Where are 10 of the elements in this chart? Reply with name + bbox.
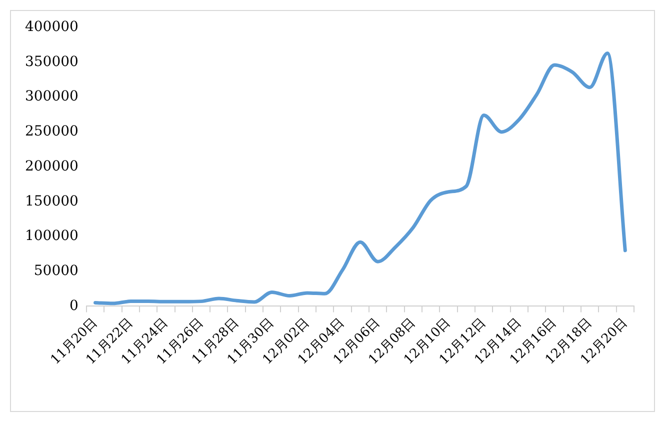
y-tick-label: 350000 <box>24 54 78 70</box>
y-tick-label: 50000 <box>34 262 78 279</box>
y-tick-label: 400000 <box>24 19 78 36</box>
y-tick-label: 150000 <box>24 193 78 210</box>
y-tick-label: 0 <box>70 298 78 314</box>
y-tick-label: 200000 <box>24 158 78 174</box>
y-tick-label: 300000 <box>24 88 78 105</box>
y-tick-label: 100000 <box>24 228 78 244</box>
line-series <box>94 51 627 306</box>
y-tick-label: 250000 <box>24 124 78 140</box>
